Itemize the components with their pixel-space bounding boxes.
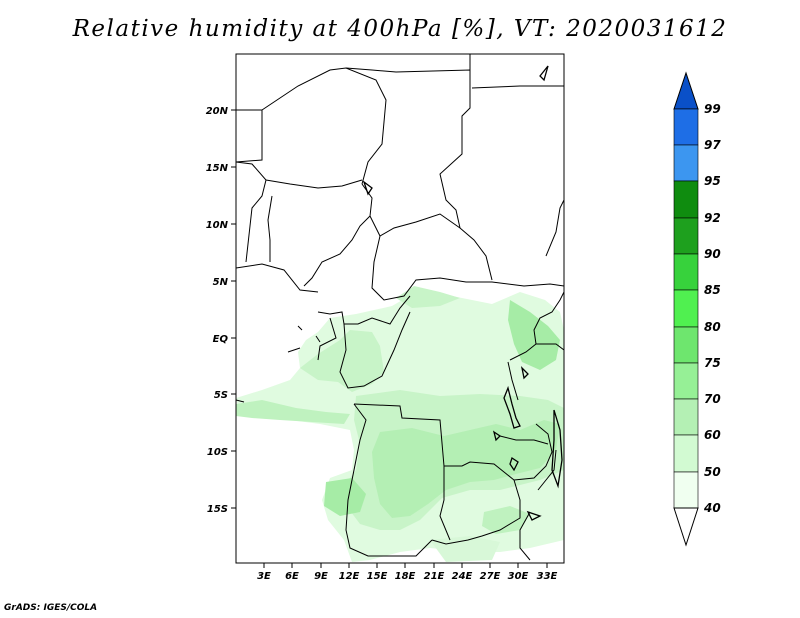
colorbar-segment xyxy=(673,289,699,328)
lon-label: 24E xyxy=(452,571,473,582)
lat-label: 10S xyxy=(207,447,228,458)
colorbar-label: 40 xyxy=(703,501,721,515)
lat-label: 5S xyxy=(214,390,228,401)
shade-band-60 xyxy=(236,400,350,424)
colorbar-label: 95 xyxy=(704,174,721,188)
lon-label: 33E xyxy=(537,571,558,582)
shade-band-60 xyxy=(396,286,460,308)
lon-label: 18E xyxy=(395,571,416,582)
latitude-axis: 20N 15N 10N 5N EQ 5S 10S 15S xyxy=(206,106,236,515)
colorbar-label: 60 xyxy=(704,428,721,442)
lon-label: 15E xyxy=(367,571,388,582)
colorbar-segment xyxy=(673,326,699,364)
lon-label: 9E xyxy=(314,571,328,582)
colorbar-segment xyxy=(673,144,699,182)
lon-label: 30E xyxy=(508,571,529,582)
colorbar-label: 75 xyxy=(704,356,721,370)
lat-label: 5N xyxy=(213,277,229,288)
lon-label: 27E xyxy=(480,571,501,582)
shade-band-60 xyxy=(482,506,530,534)
colorbar-label: 99 xyxy=(704,102,721,116)
colorbar-segment xyxy=(673,434,699,473)
grads-credit: GrADS: IGES/COLA xyxy=(4,603,98,613)
colorbar-segment xyxy=(673,217,699,255)
colorbar-top-arrow xyxy=(673,71,699,110)
lon-label: 12E xyxy=(339,571,360,582)
colorbar-segment xyxy=(673,180,699,219)
colorbar-label: 85 xyxy=(704,283,721,297)
shade-band-70 xyxy=(324,478,366,516)
colorbar-label: 80 xyxy=(704,320,721,334)
lat-label: 20N xyxy=(206,106,229,117)
colorbar-bottom-arrow xyxy=(673,507,699,547)
lon-label: 21E xyxy=(424,571,445,582)
colorbar-label: 97 xyxy=(704,138,721,152)
colorbar-label: 50 xyxy=(704,465,721,479)
lon-label: 3E xyxy=(257,571,271,582)
shade-band-50 xyxy=(300,330,384,392)
colorbar-segment xyxy=(673,253,699,291)
lat-label: EQ xyxy=(213,334,229,345)
colorbar-label: 92 xyxy=(704,211,721,225)
map-frame xyxy=(235,53,565,564)
colorbar-segment xyxy=(673,108,699,146)
lat-label: 15S xyxy=(207,504,228,515)
country-borders xyxy=(236,54,564,561)
colorbar-label: 70 xyxy=(704,392,721,406)
colorbar-segment xyxy=(673,471,699,509)
shade-band-40 xyxy=(430,536,500,562)
colorbar-label: 90 xyxy=(704,247,721,261)
shade-band-70 xyxy=(508,300,560,370)
shade-band-60 xyxy=(372,420,560,518)
lakes xyxy=(362,65,563,521)
lat-label: 10N xyxy=(206,220,229,231)
longitude-axis: 3E 6E 9E 12E 15E 18E 21E 24E 27E 30E 33E xyxy=(257,563,558,582)
lat-label: 15N xyxy=(206,163,229,174)
colorbar: 99 97 95 92 90 85 80 75 70 60 50 40 xyxy=(673,71,721,547)
page-title: Relative humidity at 400hPa [%], VT: 202… xyxy=(72,16,728,42)
colorbar-segment xyxy=(673,362,699,400)
lon-label: 6E xyxy=(285,571,299,582)
colorbar-segment xyxy=(673,398,699,436)
